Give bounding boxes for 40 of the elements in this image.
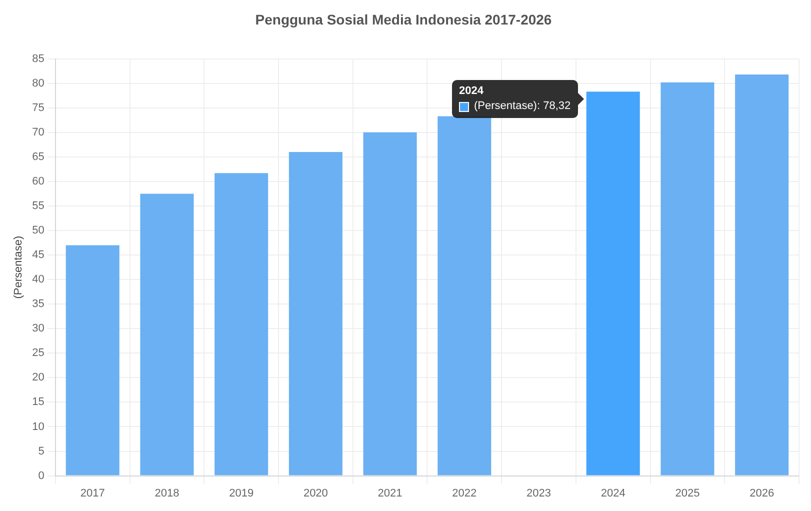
y-tick-label: 5 [38, 445, 44, 458]
y-tick-label: 65 [32, 150, 44, 163]
x-tick-label: 2024 [600, 487, 626, 500]
y-tick-label: 55 [32, 200, 44, 212]
x-tick-label: 2020 [303, 487, 328, 500]
y-tick-label: 30 [32, 322, 44, 335]
y-tick-label: 20 [32, 372, 44, 384]
x-tick-label: 2023 [526, 487, 551, 500]
chart-title: Pengguna Sosial Media Indonesia 2017-2026 [255, 11, 552, 28]
y-tick-label: 10 [32, 420, 44, 433]
y-tick-label: 80 [32, 77, 44, 90]
y-tick-label: 85 [32, 52, 44, 65]
y-tick-label: 70 [32, 126, 44, 138]
y-tick-label: 40 [32, 274, 44, 286]
bar [735, 74, 789, 476]
annotation: 2024 [459, 84, 484, 99]
x-tick-label: 2022 [452, 487, 477, 500]
bar [586, 92, 640, 476]
x-tick-label: 2026 [750, 487, 774, 500]
annotation: (Persentase): 78,32 [474, 99, 571, 114]
y-tick-label: 50 [32, 224, 44, 237]
x-tick-label: 2025 [675, 487, 700, 500]
y-tick-label: 15 [32, 396, 44, 408]
y-tick-label: 75 [32, 102, 44, 114]
y-tick-label: 45 [32, 249, 44, 262]
x-tick-label: 2019 [229, 487, 254, 500]
y-tick-label: 60 [32, 175, 44, 188]
y-tick-label: 0 [38, 470, 44, 482]
bar [363, 132, 417, 476]
x-tick-label: 2018 [154, 487, 180, 500]
y-axis-title: (Persentase) [12, 236, 25, 299]
x-tick-label: 2017 [80, 487, 105, 500]
y-tick-label: 25 [32, 347, 44, 360]
bar [140, 194, 194, 476]
bar [66, 245, 120, 476]
x-tick-label: 2021 [378, 487, 402, 500]
y-tick-label: 35 [32, 298, 44, 310]
bar [214, 173, 268, 476]
bar [288, 152, 342, 476]
bar [660, 82, 714, 476]
